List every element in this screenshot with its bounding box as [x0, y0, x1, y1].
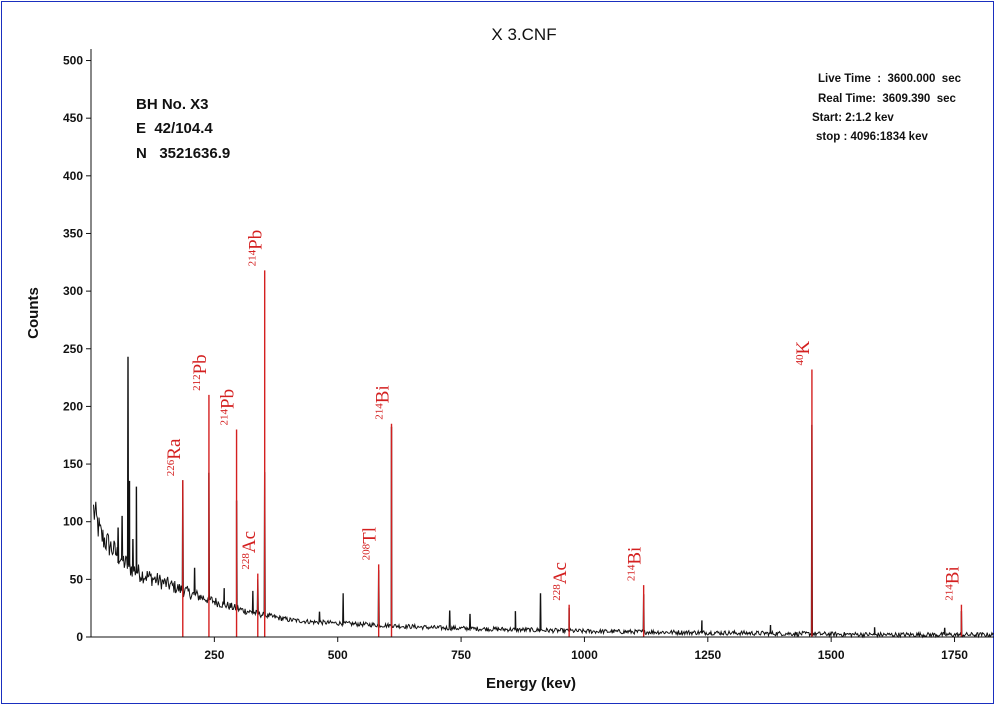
x-tick-label: 250	[204, 648, 224, 662]
spectrum-line-group	[93, 356, 994, 639]
meta-line-real-time: Real Time: 3609.390 sec	[818, 93, 956, 105]
x-tick-label: 1000	[571, 648, 598, 662]
info-line-2: E 42/104.4	[136, 120, 213, 137]
meta-line-live-time: Live Time : 3600.000 sec	[818, 73, 962, 85]
meta-block: Live Time : 3600.000 sec Real Time: 3609…	[812, 73, 962, 143]
x-tick-label: 1500	[818, 648, 845, 662]
y-tick-label: 500	[63, 54, 83, 68]
meta-line-stop: stop : 4096:1834 kev	[816, 131, 928, 143]
y-tick-label: 350	[63, 226, 83, 240]
info-block: BH No. X3 E 42/104.4 N 3521636.9	[136, 96, 230, 162]
peak-label: 228Ac	[550, 562, 571, 601]
y-tick-label: 250	[63, 342, 83, 356]
annotation-group: 226Ra 212Pb 214Pb 228Ac 214Pb 208Tl 214Bi 228Ac…	[164, 230, 963, 637]
chart-title: X 3.CNF	[491, 25, 556, 44]
peak-label: 208Tl	[360, 527, 381, 560]
peak-label: 226Ra	[164, 438, 185, 476]
peak-label: 214Pb	[218, 389, 239, 426]
y-tick-label: 50	[70, 572, 84, 586]
x-tick-label: 750	[451, 648, 471, 662]
spectrum-line	[93, 356, 994, 639]
peak-label: 40K	[793, 341, 814, 366]
axes-group: 0 50 100 150 200 250 300 350 400 450 500 250 500 750 1…	[63, 49, 994, 662]
x-tick-label: 1250	[694, 648, 721, 662]
y-tick-label: 0	[76, 630, 83, 644]
info-line-3: N 3521636.9	[136, 145, 230, 162]
y-tick-label: 200	[63, 399, 83, 413]
x-axis-label: Energy (kev)	[486, 675, 576, 692]
y-tick-label: 400	[63, 169, 83, 183]
peak-label: 228Ac	[239, 531, 260, 570]
meta-line-start: Start: 2:1.2 kev	[812, 112, 894, 124]
peak-label: 214Bi	[942, 566, 963, 600]
peak-label: 214Pb	[246, 230, 267, 267]
peak-label: 214Bi	[373, 385, 394, 419]
y-tick-label: 150	[63, 457, 83, 471]
x-tick-label: 1750	[941, 648, 968, 662]
y-tick-label: 450	[63, 111, 83, 125]
peak-label: 214Bi	[625, 547, 646, 581]
info-line-1: BH No. X3	[136, 96, 209, 113]
peak-label: 212Pb	[190, 354, 211, 391]
y-tick-label: 100	[63, 515, 83, 529]
y-tick-label: 300	[63, 284, 83, 298]
y-axis-label: Counts	[25, 287, 42, 339]
x-tick-label: 500	[328, 648, 348, 662]
